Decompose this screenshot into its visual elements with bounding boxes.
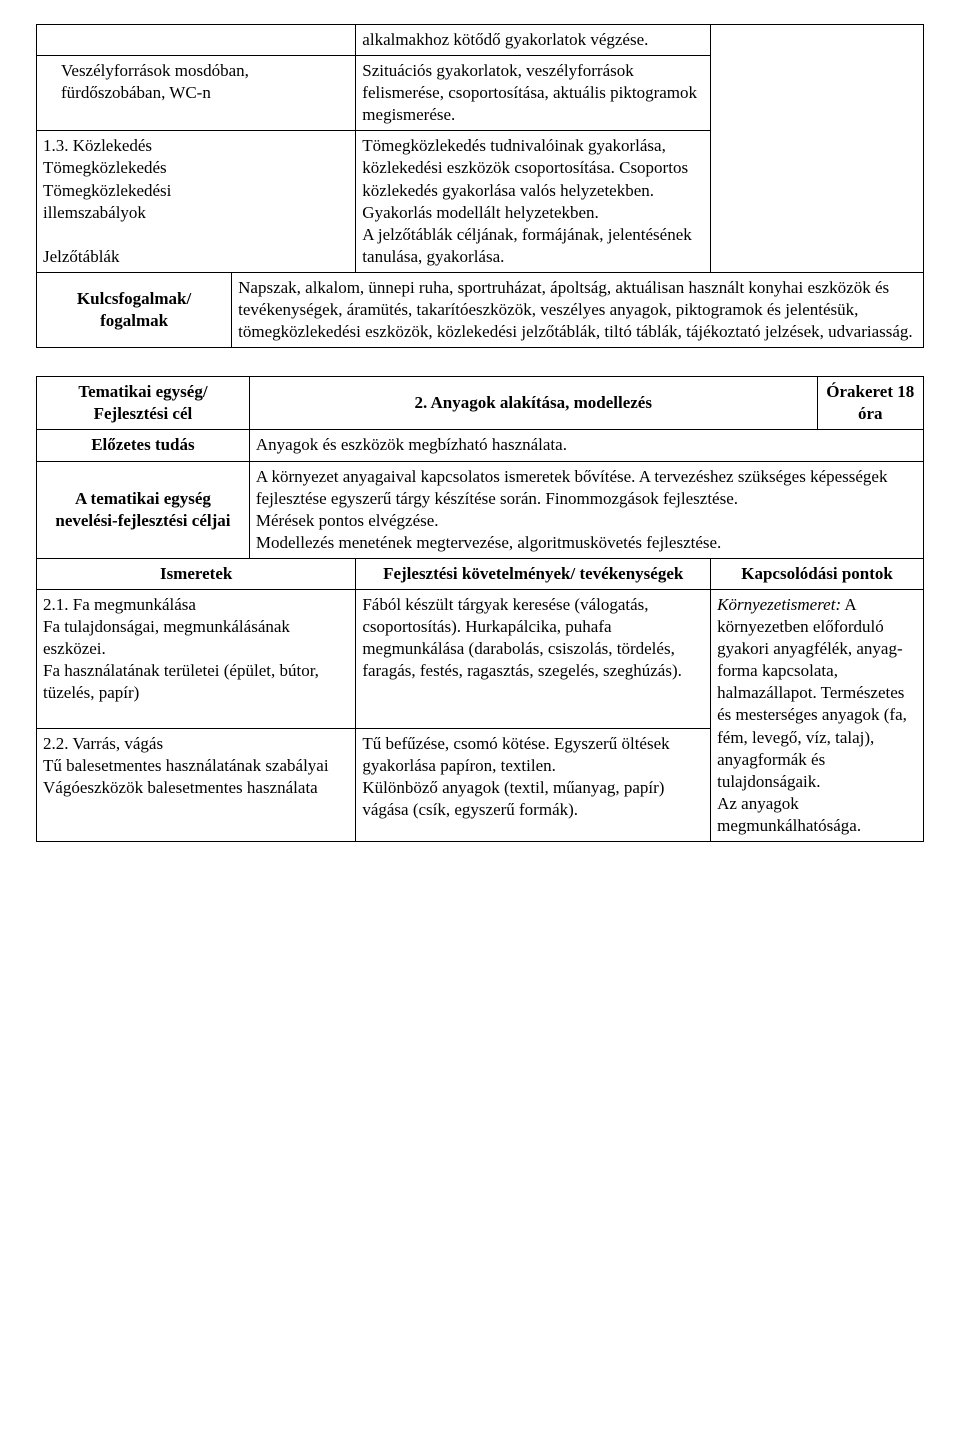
table-cell: Tű befűzése, csomó kötése. Egyszerű ölté… xyxy=(356,728,711,841)
table-cell: Veszélyforrások mosdóban, fürdőszobában,… xyxy=(37,56,356,131)
table-cell: Ismeretek xyxy=(37,558,356,589)
table-bottom: Tematikai egység/ Fejlesztési cél2. Anya… xyxy=(36,376,924,842)
table-row: IsmeretekFejlesztési követelmények/ tevé… xyxy=(37,558,924,589)
table-cell xyxy=(711,25,924,273)
table-cell: 1.3. Közlekedés Tömegközlekedés Tömegköz… xyxy=(37,131,356,273)
table-top: alkalmakhoz kötődő gyakorlatok végzése.V… xyxy=(36,24,924,348)
table-row: Tematikai egység/ Fejlesztési cél2. Anya… xyxy=(37,377,924,430)
table-cell: A tematikai egység nevelési-fejlesztési … xyxy=(37,461,250,558)
table-cell: Napszak, alkalom, ünnepi ruha, sportruhá… xyxy=(232,272,924,347)
table-cell: Szituációs gyakorlatok, veszélyforrások … xyxy=(356,56,711,131)
table-row: alkalmakhoz kötődő gyakorlatok végzése. xyxy=(37,25,924,56)
table-cell: Kulcsfogalmak/ fogalmak xyxy=(37,272,232,347)
table-cell: 2. Anyagok alakítása, modellezés xyxy=(249,377,817,430)
table-cell: Környezetismeret: A környezetben előford… xyxy=(711,589,924,841)
table-cell xyxy=(37,25,356,56)
table-cell: Tömegközlekedés tudnivalóinak gyakorlása… xyxy=(356,131,711,273)
table-cell: 2.1. Fa megmunkálása Fa tulajdonságai, m… xyxy=(37,589,356,728)
table-cell: Előzetes tudás xyxy=(37,430,250,461)
table-row: A tematikai egység nevelési-fejlesztési … xyxy=(37,461,924,558)
table-row: 2.1. Fa megmunkálása Fa tulajdonságai, m… xyxy=(37,589,924,728)
table-cell: Fából készült tárgyak keresése (válogatá… xyxy=(356,589,711,728)
table-cell: A környezet anyagaival kapcsolatos ismer… xyxy=(249,461,923,558)
table-cell: Anyagok és eszközök megbízható használat… xyxy=(249,430,923,461)
table-spacer xyxy=(36,348,924,376)
table-cell: Fejlesztési követelmények/ tevékenységek xyxy=(356,558,711,589)
table-cell: Tematikai egység/ Fejlesztési cél xyxy=(37,377,250,430)
table-row: Előzetes tudásAnyagok és eszközök megbíz… xyxy=(37,430,924,461)
table-row: Kulcsfogalmak/ fogalmakNapszak, alkalom,… xyxy=(37,272,924,347)
table-cell: alkalmakhoz kötődő gyakorlatok végzése. xyxy=(356,25,711,56)
table-cell: 2.2. Varrás, vágás Tű balesetmentes hasz… xyxy=(37,728,356,841)
table-cell: Kapcsolódási pontok xyxy=(711,558,924,589)
table-cell: Órakeret 18 óra xyxy=(817,377,923,430)
